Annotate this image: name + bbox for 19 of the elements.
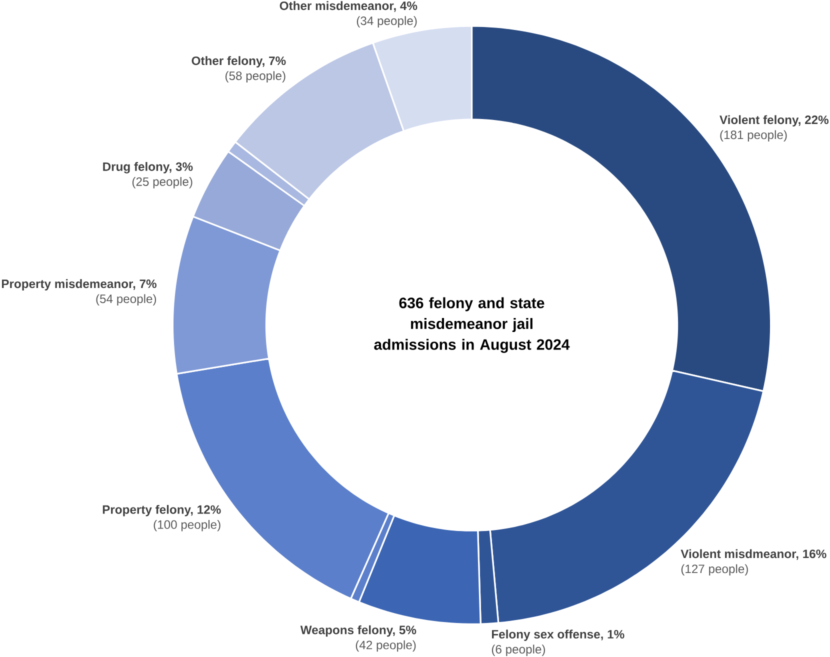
data-label: (58 people): [225, 71, 286, 82]
slice-label: Drug felony, 3%: [103, 162, 193, 174]
slice-label: Other felony, 7%: [192, 56, 286, 68]
slice-label: Felony sex offense, 1%: [492, 630, 624, 641]
data-label: (54 people): [96, 294, 156, 306]
slice-label: Other misdemeanor, 4%: [280, 1, 418, 12]
data-label: (34 people): [356, 16, 417, 28]
data-label: (181 people): [720, 130, 787, 142]
slice-label: Property misdemeanor, 7%: [2, 279, 156, 290]
data-label: (42 people): [356, 640, 416, 652]
slice-label: Violent felony, 22%: [720, 115, 829, 126]
data-label: (100 people): [154, 520, 220, 532]
slice-label: Property felony, 12%: [102, 504, 221, 516]
data-label: (6 people): [492, 644, 545, 656]
text: 636 felony and state misdemeanor jail admissions in August 2024: [374, 297, 570, 353]
slice-label: Weapons felony, 5%: [300, 625, 416, 637]
data-label: (127 people): [681, 564, 748, 576]
data-label: (25 people): [132, 177, 192, 188]
slice-label: Violent misdmeanor, 16%: [680, 549, 826, 560]
